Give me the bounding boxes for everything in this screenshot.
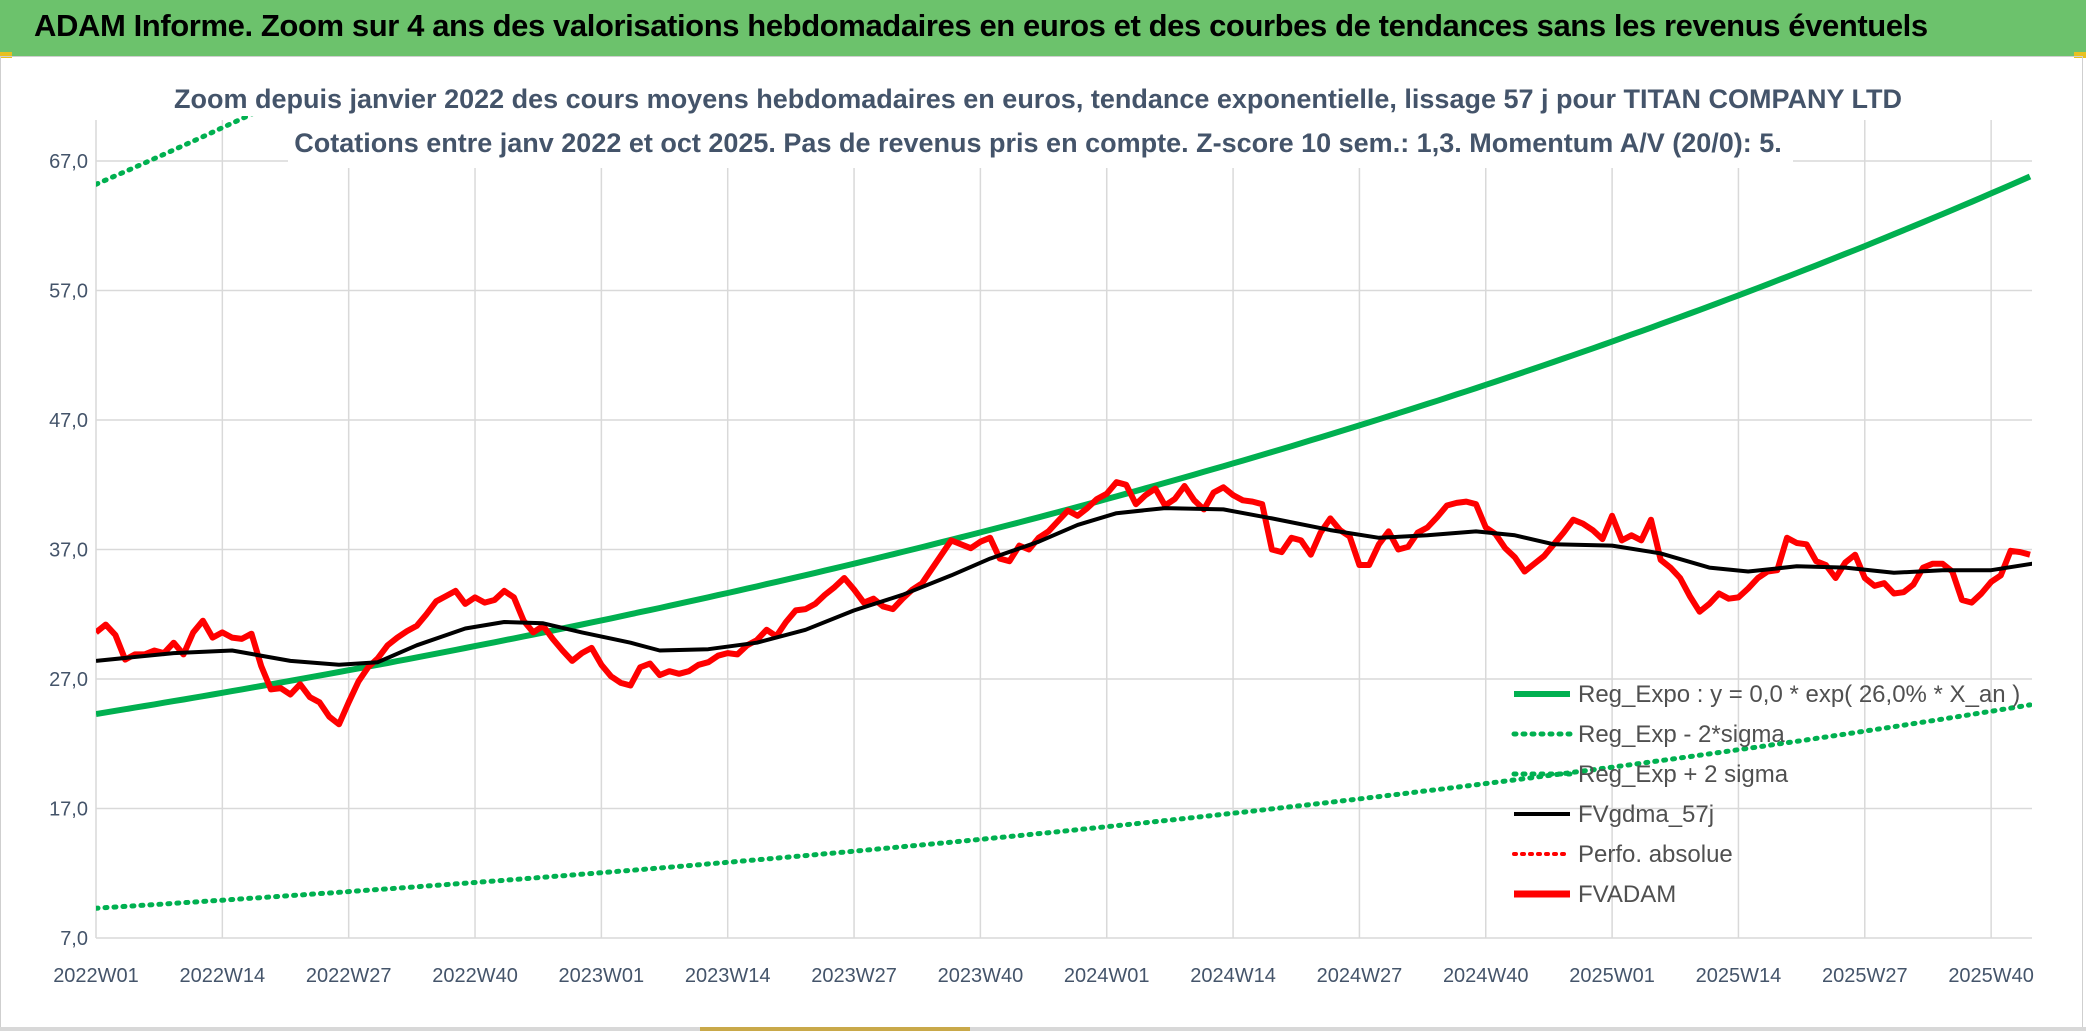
bottom-accent bbox=[700, 1027, 970, 1031]
x-tick-label: 2025W40 bbox=[1948, 965, 2034, 987]
legend-label: Perfo. absolue bbox=[1578, 841, 1733, 868]
legend: Reg_Expo : y = 0,0 * exp( 26,0% * X_an )… bbox=[1511, 681, 2020, 908]
chart-title-backdrop bbox=[288, 76, 1793, 168]
legend-label: Reg_Exp + 2 sigma bbox=[1578, 761, 1789, 788]
bottom-divider bbox=[0, 1027, 2086, 1031]
x-tick-label: 2022W27 bbox=[306, 965, 392, 987]
series-group bbox=[96, 116, 2032, 911]
legend-label: FVADAM bbox=[1578, 881, 1676, 908]
y-tick-label: 17,0 bbox=[49, 799, 88, 821]
series-reg-expo bbox=[96, 173, 2032, 717]
y-tick-label: 27,0 bbox=[49, 669, 88, 691]
series-reg-exp-minus-2sigma bbox=[96, 702, 2032, 911]
legend-label: Reg_Exp - 2*sigma bbox=[1578, 721, 1785, 748]
axes: 67,0 57,0 47,0 37,0 27,0 17,0 7,0 2022W01 2022W1… bbox=[49, 151, 2034, 987]
grid bbox=[95, 120, 2032, 939]
chart-subtitle: Cotations entre janv 2022 et oct 2025. P… bbox=[294, 128, 1782, 158]
x-tick-label: 2022W40 bbox=[432, 965, 518, 987]
x-tick-label: 2024W01 bbox=[1064, 965, 1150, 987]
x-tick-label: 2024W14 bbox=[1190, 965, 1276, 987]
x-tick-label: 2023W27 bbox=[811, 965, 897, 987]
x-tick-label: 2023W40 bbox=[938, 965, 1024, 987]
series-fvgdma-57j bbox=[96, 506, 2032, 667]
x-tick-label: 2025W14 bbox=[1696, 965, 1782, 987]
x-tick-label: 2024W40 bbox=[1443, 965, 1529, 987]
y-tick-label: 37,0 bbox=[49, 540, 88, 562]
y-tick-label: 67,0 bbox=[49, 151, 88, 173]
header-accent-right bbox=[2074, 52, 2086, 58]
y-tick-label: 57,0 bbox=[49, 281, 88, 303]
y-tick-label: 47,0 bbox=[49, 410, 88, 432]
header-accent-left bbox=[0, 52, 12, 58]
x-tick-label: 2022W01 bbox=[53, 965, 139, 987]
x-tick-label: 2024W27 bbox=[1317, 965, 1403, 987]
x-tick-label: 2025W01 bbox=[1569, 965, 1655, 987]
x-tick-label: 2022W14 bbox=[180, 965, 266, 987]
legend-label: Reg_Expo : y = 0,0 * exp( 26,0% * X_an ) bbox=[1578, 681, 2020, 708]
header-bar: ADAM Informe. Zoom sur 4 ans des valoris… bbox=[0, 0, 2086, 56]
x-tick-label: 2023W01 bbox=[559, 965, 645, 987]
series-fvadam bbox=[96, 479, 2031, 728]
x-tick-label: 2023W14 bbox=[685, 965, 771, 987]
chart-title: Zoom depuis janvier 2022 des cours moyen… bbox=[174, 84, 1902, 114]
x-tick-label: 2025W27 bbox=[1822, 965, 1908, 987]
legend-label: FVgdma_57j bbox=[1578, 801, 1714, 828]
y-tick-label: 7,0 bbox=[60, 928, 88, 950]
page-title: ADAM Informe. Zoom sur 4 ans des valoris… bbox=[34, 8, 1928, 43]
